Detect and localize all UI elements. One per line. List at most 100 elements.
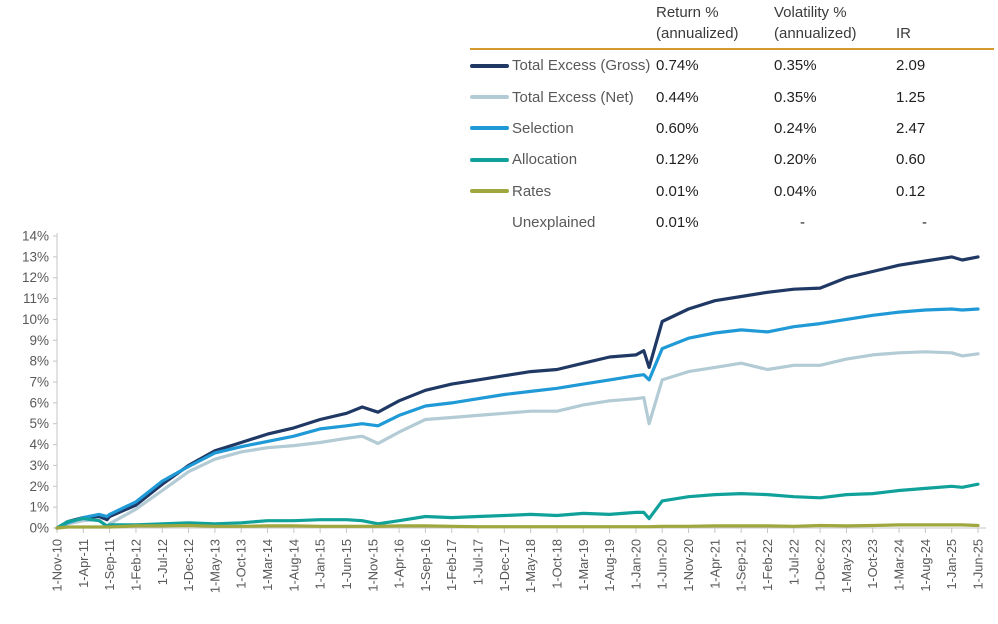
series-line-swatch <box>470 63 509 68</box>
x-tick-label: 1-Aug-14 <box>286 539 301 592</box>
x-tick-label: 1-Jun-15 <box>339 539 354 590</box>
series-line-total-excess-net <box>55 350 980 530</box>
x-tick-label: 1-Mar-19 <box>576 539 591 591</box>
series-line-rates <box>55 523 980 530</box>
ir-value: 1.25 <box>896 88 926 106</box>
y-tick-label: 3% <box>29 458 49 473</box>
series-label: Total Excess (Gross) <box>512 57 651 75</box>
volatility-value: 0.35% <box>774 57 817 75</box>
x-tick-label: 1-Apr-11 <box>76 539 91 588</box>
x-tick-label: 1-Jan-25 <box>944 539 959 590</box>
series-label: Unexplained <box>512 214 596 232</box>
x-tick-label: 1-Sep-16 <box>418 539 433 592</box>
x-tick-label: 1-Apr-16 <box>392 539 407 589</box>
header-ir: IR <box>896 25 911 42</box>
series-line-swatch <box>470 95 509 100</box>
series-name-cell: Total Excess (Net) <box>470 89 656 106</box>
x-tick-label: 1-Dec-22 <box>813 539 828 592</box>
legend-row: Allocation 0.12% 0.20% 0.60 <box>470 144 994 175</box>
x-tick-label: 1-Jul-17 <box>471 539 486 585</box>
y-tick-label: 6% <box>29 395 49 410</box>
return-value: 0.12% <box>656 151 699 169</box>
series-name-cell: Allocation <box>470 151 656 168</box>
x-tick-label: 1-Aug-19 <box>602 539 617 592</box>
x-tick-label: 1-Dec-17 <box>497 539 512 592</box>
x-tick-label: 1-May-18 <box>523 539 538 593</box>
x-tick-label: 1-Nov-20 <box>681 539 696 592</box>
y-tick-label: 8% <box>29 354 49 369</box>
y-tick-label: 13% <box>22 249 49 264</box>
series-name-cell: Total Excess (Gross) <box>470 57 656 74</box>
legend-table-header: Return % (annualized) Volatility % (annu… <box>470 2 994 48</box>
y-tick-label: 4% <box>29 437 49 452</box>
y-tick-label: 9% <box>29 333 49 348</box>
volatility-value: 0.20% <box>774 151 817 169</box>
y-tick-label: 14% <box>22 229 49 244</box>
x-tick-label: 1-Oct-23 <box>865 539 880 589</box>
legend-table: Return % (annualized) Volatility % (annu… <box>470 2 994 238</box>
y-tick-label: 1% <box>29 500 49 515</box>
x-tick-label: 1-Nov-10 <box>50 539 65 592</box>
series-line-total-excess-gross <box>55 255 980 530</box>
ir-value: 2.09 <box>896 57 926 75</box>
series-name-cell: Unexplained <box>470 214 656 231</box>
x-tick-label: 1-Nov-15 <box>365 539 380 592</box>
series-name-cell: Selection <box>470 120 656 137</box>
legend-rows: Total Excess (Gross) 0.74% 0.35% 2.09 Total … <box>470 50 994 238</box>
series-line-allocation <box>55 482 980 530</box>
legend-row: Total Excess (Gross) 0.74% 0.35% 2.09 <box>470 50 994 81</box>
series-line-swatch <box>470 189 509 194</box>
x-tick-label: 1-Jul-12 <box>155 539 170 585</box>
y-tick-label: 2% <box>29 479 49 494</box>
header-volatility: Volatility % (annualized) <box>774 4 857 42</box>
x-tick-label: 1-Sep-21 <box>734 539 749 592</box>
legend-row: Unexplained 0.01% - - <box>470 207 994 238</box>
x-tick-label: 1-Jun-25 <box>971 539 986 590</box>
x-tick-label: 1-May-23 <box>839 539 854 593</box>
volatility-value: - <box>800 214 805 232</box>
x-tick-label: 1-Oct-13 <box>234 539 249 589</box>
y-tick-label: 5% <box>29 416 49 431</box>
series-line-swatch <box>470 126 509 131</box>
legend-row: Selection 0.60% 0.24% 2.47 <box>470 113 994 144</box>
series-name-cell: Rates <box>470 183 656 200</box>
volatility-value: 0.04% <box>774 182 817 200</box>
y-tick-label: 10% <box>22 312 49 327</box>
y-tick-label: 11% <box>23 291 49 306</box>
header-return: Return % (annualized) <box>656 4 739 42</box>
volatility-value: 0.24% <box>774 119 817 137</box>
ir-value: 0.12 <box>896 182 926 200</box>
x-tick-label: 1-Mar-24 <box>892 539 907 591</box>
x-tick-label: 1-Jan-20 <box>628 539 643 590</box>
y-tick-label: 7% <box>29 375 49 390</box>
x-tick-label: 1-Dec-12 <box>181 539 196 592</box>
ir-value: 0.60 <box>896 151 926 169</box>
x-tick-label: 1-Apr-21 <box>707 539 722 589</box>
x-tick-label: 1-Oct-18 <box>549 539 564 589</box>
series-line-selection <box>55 307 980 530</box>
return-value: 0.60% <box>656 119 699 137</box>
series-label: Total Excess (Net) <box>512 88 634 106</box>
x-tick-label: 1-Jun-20 <box>655 539 670 590</box>
x-tick-label: 1-Jan-15 <box>313 539 328 590</box>
return-value: 0.01% <box>656 214 699 232</box>
ir-value: - <box>922 214 927 232</box>
legend-row: Total Excess (Net) 0.44% 0.35% 1.25 <box>470 81 994 112</box>
x-tick-label: 1-Jul-22 <box>786 539 801 585</box>
ir-value: 2.47 <box>896 119 926 137</box>
x-tick-label: 1-Aug-24 <box>918 539 933 592</box>
legend-row: Rates 0.01% 0.04% 0.12 <box>470 176 994 207</box>
series-label: Selection <box>512 119 574 137</box>
y-tick-label: 12% <box>22 270 49 285</box>
series-label: Rates <box>512 182 552 200</box>
series-line-swatch <box>470 157 509 162</box>
x-tick-label: 1-Feb-12 <box>128 539 143 591</box>
x-tick-label: 1-Sep-11 <box>102 539 117 591</box>
return-value: 0.44% <box>656 88 699 106</box>
x-tick-label: 1-May-13 <box>207 539 222 593</box>
return-value: 0.74% <box>656 57 699 75</box>
return-value: 0.01% <box>656 182 699 200</box>
series-label: Allocation <box>512 151 578 169</box>
x-tick-label: 1-Feb-22 <box>760 539 775 591</box>
